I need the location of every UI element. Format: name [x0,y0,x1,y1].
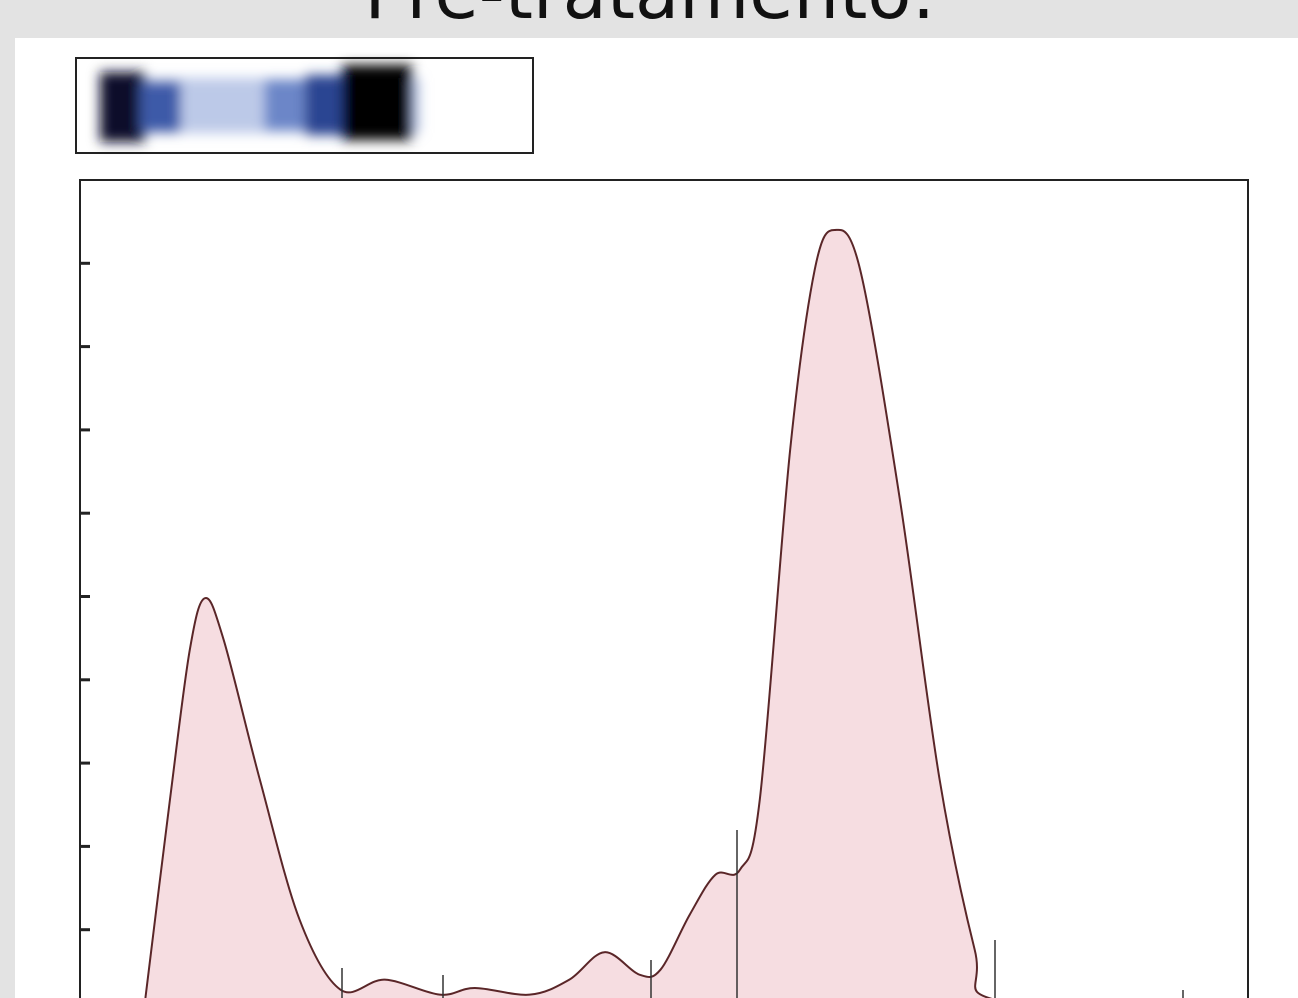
chart-title: Pré-tratamento: [364,0,935,35]
area-fill [145,229,990,998]
fraction-dividers [341,830,1184,998]
gel-strip [75,57,534,154]
plot-frame [79,179,1249,998]
plot-area [79,179,1249,998]
density-line [144,228,993,998]
